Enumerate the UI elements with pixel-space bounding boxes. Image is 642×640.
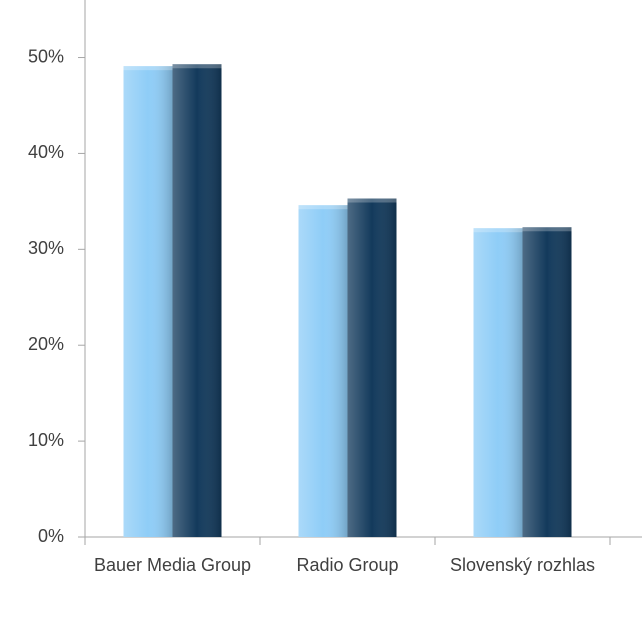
bar bbox=[298, 205, 348, 538]
bar-cap bbox=[298, 205, 348, 210]
bar bbox=[123, 66, 173, 537]
y-tick-label: 40% bbox=[28, 142, 64, 162]
x-tick-label: Radio Group bbox=[296, 555, 398, 575]
bar bbox=[347, 198, 397, 537]
y-tick-label: 10% bbox=[28, 430, 64, 450]
y-tick-label: 50% bbox=[28, 46, 64, 66]
bar-cap bbox=[473, 228, 523, 233]
x-tick-label: Bauer Media Group bbox=[94, 555, 251, 575]
x-tick-label: Slovenský rozhlas bbox=[450, 555, 595, 575]
bar-cap bbox=[172, 64, 222, 69]
bar-cap bbox=[123, 66, 173, 71]
bar-cap bbox=[522, 227, 572, 232]
bar-cap bbox=[347, 198, 397, 203]
bar bbox=[172, 64, 222, 537]
bar bbox=[522, 227, 572, 538]
bar bbox=[473, 228, 523, 537]
y-tick-label: 0% bbox=[38, 526, 64, 546]
y-tick-label: 30% bbox=[28, 238, 64, 258]
y-tick-label: 20% bbox=[28, 334, 64, 354]
